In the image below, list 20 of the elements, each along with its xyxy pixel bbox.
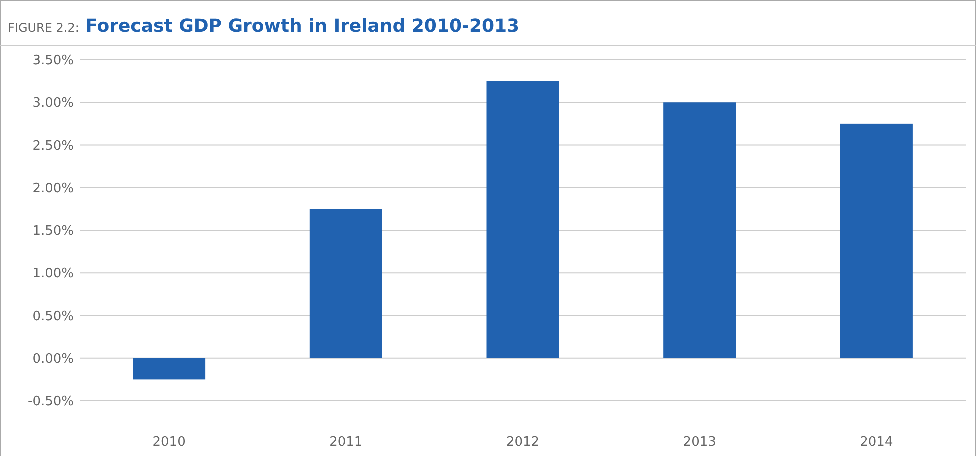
y-tick-label: 0.50% [32, 309, 74, 324]
bar [133, 358, 206, 380]
y-tick-label: 1.50% [32, 224, 74, 240]
y-tick-label: 2.50% [32, 138, 74, 154]
y-tick-label: 1.00% [32, 266, 74, 282]
chart-title: FIGURE 2.2: Forecast GDP Growth in Ireland 2010-2013 [8, 16, 520, 37]
bar [840, 124, 913, 358]
x-tick-label: 2013 [683, 435, 716, 450]
y-tick-label: 2.00% [32, 181, 74, 196]
bar [664, 102, 736, 358]
bar [486, 81, 560, 358]
y-tick-label: 3.00% [32, 96, 74, 112]
x-tick-label: 2011 [330, 435, 363, 450]
bar [310, 209, 382, 358]
x-tick-label: 2010 [152, 435, 186, 450]
y-tick-label: 0.00% [32, 352, 74, 367]
x-tick-label: 2012 [506, 435, 540, 450]
y-tick-label: -0.50% [28, 394, 74, 410]
y-tick-label: 3.50% [32, 54, 74, 69]
x-tick-label: 2014 [860, 435, 894, 450]
